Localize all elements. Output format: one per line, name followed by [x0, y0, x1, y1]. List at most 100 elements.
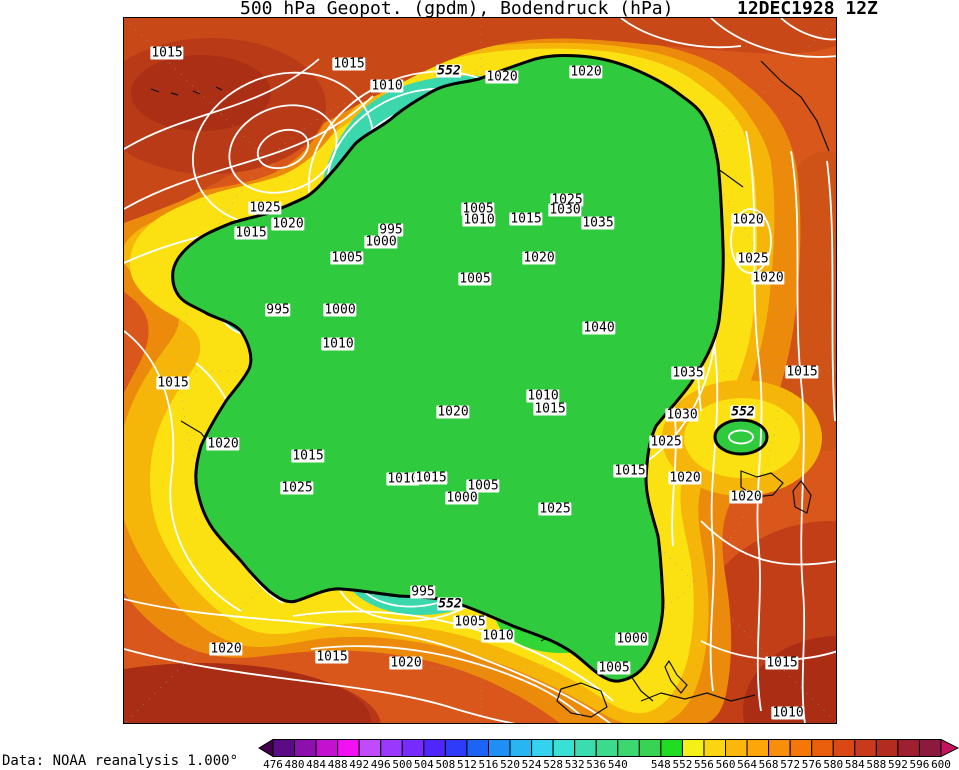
isobar-label: 1015: [332, 56, 366, 72]
colorbar-segment: [725, 739, 748, 757]
colorbar-segment: [552, 739, 576, 757]
colorbar-segment: [509, 739, 533, 757]
isobar-label: 1005: [453, 614, 487, 630]
colorbar-tick-label: 488: [328, 758, 348, 770]
colorbar-tick-label: 492: [349, 758, 369, 770]
colorbar-tick-label: 508: [435, 758, 455, 770]
colorbar-segment: [660, 739, 683, 757]
colorbar-segment: [423, 739, 446, 757]
colorbar-tick-label: 532: [565, 758, 585, 770]
isobar-label: 1000: [445, 490, 479, 506]
colorbar-tick-label: 512: [457, 758, 477, 770]
colorbar-tick-label: 484: [306, 758, 326, 770]
isobar-label: 1015: [613, 463, 647, 479]
isobar-label: 1005: [458, 271, 492, 287]
colorbar-tick-label: 528: [543, 758, 563, 770]
colorbar-tick-label: 500: [392, 758, 412, 770]
colorbar-tick-label: 520: [500, 758, 520, 770]
isobar-label: 1025: [248, 200, 282, 216]
colorbar-right-arrow: [940, 738, 959, 758]
colorbar-segment: [531, 739, 554, 757]
weather-map: 1015 1015 1020 1020 1010 1025 1020 1015 995 1000 1…: [123, 17, 837, 724]
isobar-label: 1020: [569, 64, 603, 80]
colorbar-tick-label: 572: [780, 758, 800, 770]
colorbar-tick-label: 588: [866, 758, 886, 770]
colorbar-segment: [617, 739, 640, 757]
colorbar-tick-label: 596: [910, 758, 930, 770]
isobar-label: 1040: [582, 320, 616, 336]
isobar-label: 1020: [668, 470, 702, 486]
credits: Data: NOAA reanalysis 1.000° (C) Wetterz…: [2, 724, 238, 770]
colorbar-tick-label: 568: [759, 758, 779, 770]
isobar-label: 1005: [597, 660, 631, 676]
colorbar-tick-label: 560: [716, 758, 736, 770]
isobar-label: 1010: [462, 212, 496, 228]
colorbar-svg: 476 480 484 488 492 496 500 504 508 512 516 520 524 5…: [258, 738, 959, 770]
isobar-label: 1025: [280, 480, 314, 496]
page-title: 500 hPa Geopot. (gpdm), Bodendruck (hPa): [240, 0, 674, 19]
isobar-label: 1015: [291, 448, 325, 464]
isobar-label: 1015: [785, 364, 819, 380]
colorbar-segment: [487, 739, 511, 757]
colorbar-segment: [703, 739, 727, 757]
isobar-label: 1020: [522, 250, 556, 266]
isobar-label: 1025: [649, 434, 683, 450]
isobar-label: 1020: [731, 212, 765, 228]
isobar-label: 1025: [550, 192, 584, 208]
colorbar-tick-label: 552: [672, 758, 692, 770]
isobar-label: 1020: [389, 655, 423, 671]
colorbar-segment: [444, 739, 468, 757]
geopotential-contour-552: [171, 54, 769, 683]
isobar-label: 1010: [481, 628, 515, 644]
colorbar-segment: [337, 739, 360, 757]
isobar-label: 995: [265, 302, 291, 318]
colorbar-segment: [380, 739, 403, 757]
isobar-label: 1010: [386, 471, 420, 487]
map-datetime: 12DEC1928 12Z: [737, 0, 878, 19]
colorbar-tick-label: 476: [263, 758, 283, 770]
colorbar-tick-label: 540: [608, 758, 628, 770]
isobar-label: 1020: [751, 270, 785, 286]
isobar-label-layer: 1015 1015 1020 1020 1010 1025 1020 1015 995 1000 1…: [124, 18, 836, 723]
colorbar-segment: [466, 739, 489, 757]
isobar-label: 1005: [461, 201, 495, 217]
isobar-label: 1015: [150, 45, 184, 61]
colorbar-segment: [574, 739, 597, 757]
isobar-label: 1010: [321, 336, 355, 352]
colorbar-segment: [897, 739, 920, 757]
colorbar-left-arrow: [258, 738, 274, 758]
isobar-label: 1000: [615, 631, 649, 647]
isobar-label: 1015: [315, 649, 349, 665]
isobar-label: 1030: [548, 202, 582, 218]
colorbar-segment: [638, 739, 662, 757]
colorbar-segment: [918, 739, 942, 757]
colorbar-segment: [875, 739, 899, 757]
colorbar-segment: [294, 739, 317, 757]
isobar-label: 1020: [206, 436, 240, 452]
isobar-label: 1015: [533, 401, 567, 417]
colorbar-segment: [768, 739, 791, 757]
isobar-label: 1020: [729, 489, 763, 505]
isobar-label: 1015: [156, 375, 190, 391]
colorbar-segment: [595, 739, 619, 757]
geopotential-label: 552: [436, 63, 462, 79]
isobar-label: 1030: [665, 407, 699, 423]
colorbar-segment: [854, 739, 877, 757]
isobar-label: 1010: [526, 388, 560, 404]
isobar-label: 1000: [364, 234, 398, 250]
colorbar-tick-label: 576: [802, 758, 822, 770]
isobar-label: 1015: [414, 470, 448, 486]
colorbar-segment: [272, 739, 296, 757]
isobar-label: 1015: [509, 211, 543, 227]
colorbar-segment: [358, 739, 382, 757]
isobar-label: 1000: [323, 302, 357, 318]
colorbar-tick-label: 556: [694, 758, 714, 770]
colorbar-tick-label: 600: [931, 758, 951, 770]
colorbar-tick-label: 584: [845, 758, 865, 770]
isobar-label: 1020: [271, 216, 305, 232]
colorbar-tick-label: 516: [479, 758, 499, 770]
isobar-label: 1010: [370, 78, 404, 94]
isobar-label: 1005: [466, 478, 500, 494]
isobar-label: 1035: [671, 365, 705, 381]
